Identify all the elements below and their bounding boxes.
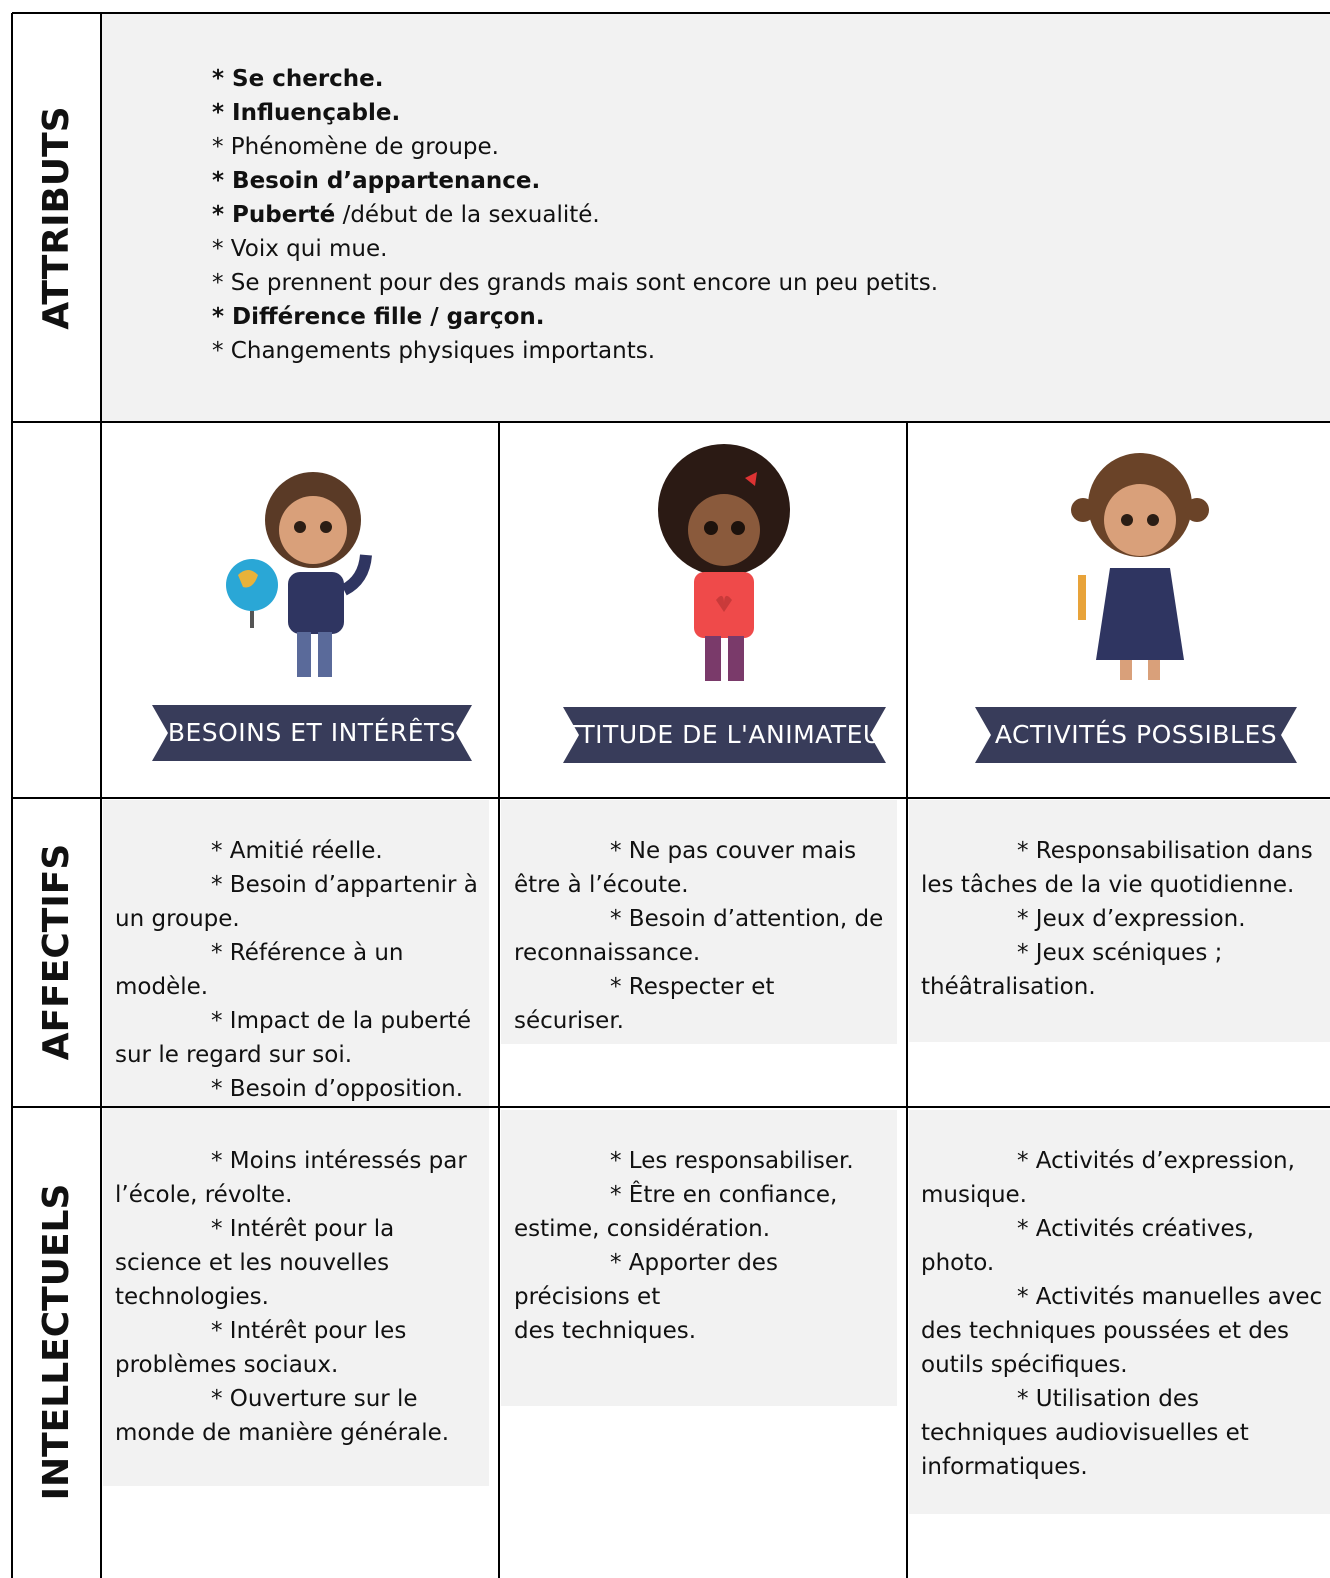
attribute-item: * Voix qui mue. — [212, 232, 1330, 266]
banner: BESOINS ET INTÉRÊTS — [152, 705, 472, 761]
affectifs-item: * Amitié réelle. — [211, 838, 383, 864]
affectifs-item: * Respecter et sécuriser. — [514, 974, 775, 1034]
attribute-text: * Phénomène de groupe. — [212, 134, 499, 160]
illustration — [1071, 453, 1209, 680]
banner-label: ACTIVITÉS POSSIBLES — [995, 720, 1277, 749]
intellectuels-cell: * Activités d’expression, musique. * Acti… — [909, 1110, 1330, 1514]
banner-label: ATTITUDE DE L'ANIMATEUR — [548, 720, 899, 749]
affectifs-item: * Responsabilisation dans les tâches de … — [921, 838, 1313, 898]
intellectuels-item: * Activités manuelles avec des technique… — [921, 1284, 1323, 1378]
illustration — [658, 444, 790, 681]
intellectuels-item: * Apporter des précisions et des techniq… — [514, 1250, 778, 1344]
intellectuels-item: * Ouverture sur le monde de manière géné… — [115, 1386, 450, 1446]
intellectuels-item: * Moins intéressés par l’école, révolte. — [115, 1148, 467, 1208]
intellectuels-item: * Utilisation des techniques audiovisuel… — [921, 1386, 1249, 1480]
row-header: INTELLECTUELS — [36, 1184, 77, 1501]
affectifs-cell: * Responsabilisation dans les tâches de … — [909, 800, 1330, 1042]
intellectuels-cell: * Les responsabiliser. * Être en confianc… — [501, 1110, 897, 1406]
attribute-item: * Puberté /début de la sexualité. — [212, 198, 1330, 232]
attribute-item: * Changements physiques importants. — [212, 334, 1330, 368]
attribute-text: * Besoin d’appartenance. — [212, 168, 541, 194]
affectifs-cell: * Ne pas couver mais être à l’écoute. * B… — [501, 800, 897, 1044]
affectifs-item: * Jeux scéniques ; théâtralisation. — [921, 940, 1223, 1000]
intellectuels-item: * Intérêt pour les problèmes sociaux. — [115, 1318, 407, 1378]
intellectuels-item: * Les responsabiliser. — [610, 1148, 854, 1174]
affectifs-item: * Impact de la puberté sur le regard sur… — [115, 1008, 472, 1068]
intellectuels-item: * Être en confiance, estime, considérati… — [514, 1182, 838, 1242]
affectifs-item: * Référence à un modèle. — [115, 940, 404, 1000]
attribute-item: * Phénomène de groupe. — [212, 130, 1330, 164]
attribute-text: /début de la sexualité. — [335, 202, 600, 228]
attribute-item: * Différence fille / garçon. — [212, 300, 1330, 334]
attribute-item: * Se prennent pour des grands mais sont … — [212, 266, 1330, 300]
illustration — [226, 472, 372, 677]
banner: ATTITUDE DE L'ANIMATEUR — [548, 707, 899, 763]
attribute-item: * Se cherche. — [212, 62, 1330, 96]
affectifs-item: * Ne pas couver mais être à l’écoute. — [514, 838, 857, 898]
affectifs-item: * Besoin d’appartenir à un groupe. — [115, 872, 478, 932]
table-borders — [11, 12, 1330, 1578]
row-header: AFFECTIFS — [36, 844, 77, 1061]
attribute-text: * Puberté — [212, 202, 336, 228]
attribute-text: * Se cherche. — [212, 66, 384, 92]
attribute-item: * Influençable. — [212, 96, 1330, 130]
affectifs-cell: * Amitié réelle. * Besoin d’appartenir à … — [103, 800, 489, 1112]
row-header: ATTRIBUTS — [36, 106, 77, 329]
affectifs-item: * Besoin d’attention, de reconnaissance. — [514, 906, 884, 966]
attribute-text: * Voix qui mue. — [212, 236, 388, 262]
attribute-text: * Se prennent pour des grands mais sont … — [212, 270, 939, 296]
intellectuels-item: * Activités créatives, photo. — [921, 1216, 1254, 1276]
attribute-text: * Différence fille / garçon. — [212, 304, 545, 330]
attribute-text: * Changements physiques importants. — [212, 338, 656, 364]
intellectuels-item: * Intérêt pour la science et les nouvell… — [115, 1216, 395, 1310]
banner-label: BESOINS ET INTÉRÊTS — [168, 718, 456, 747]
intellectuels-cell: * Moins intéressés par l’école, révolte.… — [103, 1110, 489, 1486]
attributes-cell: * Se cherche. * Influençable. * Phénomène … — [102, 14, 1330, 421]
affectifs-item: * Jeux d’expression. — [1017, 906, 1246, 932]
intellectuels-item: * Activités d’expression, musique. — [921, 1148, 1295, 1208]
affectifs-item: * Besoin d’opposition. — [211, 1076, 464, 1102]
attribute-text: * Influençable. — [212, 100, 401, 126]
attribute-item: * Besoin d’appartenance. — [212, 164, 1330, 198]
banner: ACTIVITÉS POSSIBLES — [975, 707, 1297, 763]
